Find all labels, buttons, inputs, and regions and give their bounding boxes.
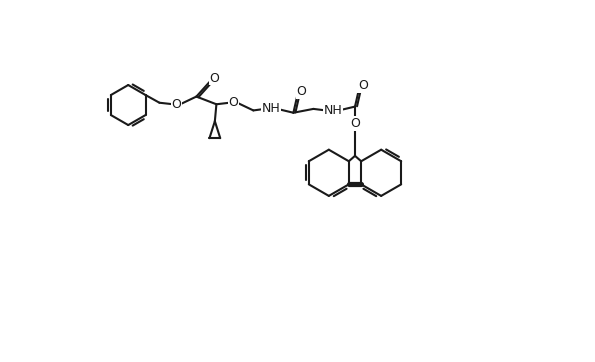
Text: NH: NH (262, 102, 280, 115)
Text: O: O (228, 96, 238, 109)
Text: O: O (358, 79, 368, 92)
Text: O: O (296, 85, 306, 98)
Text: O: O (350, 117, 360, 130)
Text: O: O (171, 98, 181, 111)
Text: O: O (209, 72, 219, 85)
Text: NH: NH (323, 104, 342, 117)
